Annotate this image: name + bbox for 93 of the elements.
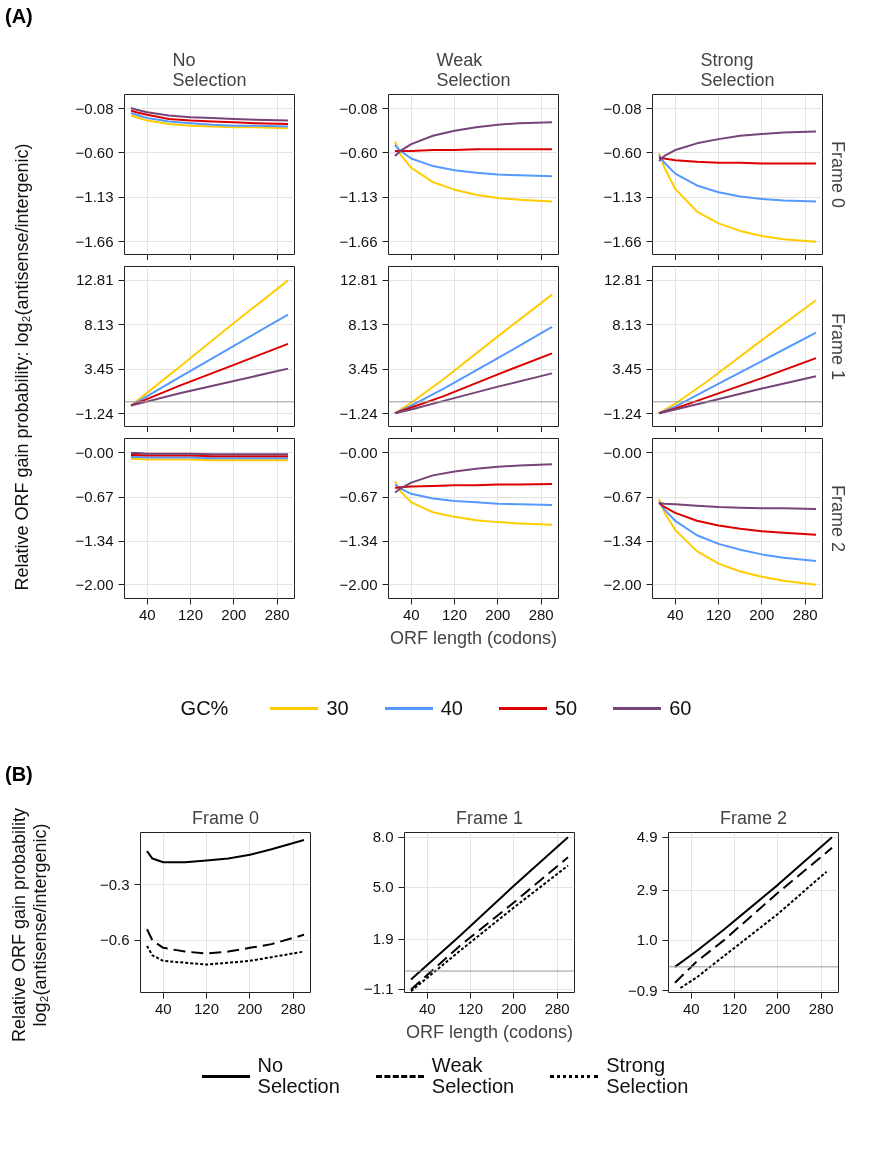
x-tick-label: 200 xyxy=(765,999,791,1017)
x-tick-label: 280 xyxy=(808,999,834,1017)
x-tick-label: 120 xyxy=(722,999,748,1017)
x-tick-label: 200 xyxy=(237,999,263,1017)
y-tick-label: 8.13 xyxy=(84,315,114,333)
y-tick-label: −0.67 xyxy=(603,488,642,506)
y-tick-label: 1.0 xyxy=(636,931,658,949)
y-tick-label: −2.00 xyxy=(75,575,114,593)
y-tick-label: −0.00 xyxy=(75,443,114,461)
y-tick-label: −1.13 xyxy=(75,188,114,206)
x-tick-label: 280 xyxy=(280,999,306,1017)
x-tick-label: 120 xyxy=(442,605,468,623)
text: (B) xyxy=(5,763,33,786)
legend-label: 60 xyxy=(669,697,692,719)
y-tick-label: −1.66 xyxy=(339,232,378,250)
x-tick-label: 200 xyxy=(749,605,775,623)
y-tick-label: 12.81 xyxy=(75,271,114,289)
x-tick-label: 40 xyxy=(666,605,684,623)
y-tick-label: −0.60 xyxy=(339,143,378,161)
x-tick-label: 120 xyxy=(458,999,484,1017)
y-tick-label: −1.24 xyxy=(75,404,114,422)
y-tick-label: −2.00 xyxy=(339,575,378,593)
y-tick-label: −0.67 xyxy=(75,488,114,506)
x-tick-label: 200 xyxy=(501,999,527,1017)
x-tick-label: 40 xyxy=(402,605,420,623)
y-tick-label: 8.13 xyxy=(348,315,378,333)
y-tick-label: −0.08 xyxy=(339,99,378,117)
y-tick-label: 12.81 xyxy=(603,271,642,289)
y-tick-label: −0.6 xyxy=(99,931,130,949)
y-tick-label: 2.9 xyxy=(636,881,658,899)
y-tick-label: −0.9 xyxy=(627,981,658,999)
y-tick-label: −1.24 xyxy=(603,404,642,422)
x-tick-label: 120 xyxy=(178,605,204,623)
x-tick-label: 40 xyxy=(418,999,436,1017)
y-tick-label: 3.45 xyxy=(612,360,642,378)
y-tick-label: 3.45 xyxy=(348,360,378,378)
legend-title: GC% xyxy=(180,697,229,720)
y-tick-label: 12.81 xyxy=(339,271,378,289)
chart-title: No Selection xyxy=(172,49,247,90)
y-tick-label: −0.00 xyxy=(603,443,642,461)
x-tick-label: 200 xyxy=(485,605,511,623)
chart-title: Strong Selection xyxy=(700,49,775,90)
x-tick-label: 280 xyxy=(544,999,570,1017)
y-tick-label: −1.66 xyxy=(603,232,642,250)
y-axis-title: Relative ORF gain probability log₂(antisense/intergenic) xyxy=(9,807,51,1043)
y-tick-label: 3.45 xyxy=(84,360,114,378)
y-tick-label: −0.60 xyxy=(75,143,114,161)
y-tick-label: −0.60 xyxy=(603,143,642,161)
y2-axis-title: Frame 2 xyxy=(827,484,848,553)
y-tick-label: −0.08 xyxy=(603,99,642,117)
y-tick-label: −2.00 xyxy=(603,575,642,593)
legend-label: 40 xyxy=(440,697,463,719)
legend-label: 30 xyxy=(326,697,349,719)
x-axis-title: ORF length (codons) xyxy=(389,627,558,648)
x-tick-label: 120 xyxy=(194,999,220,1017)
x-tick-label: 40 xyxy=(138,605,156,623)
x-tick-label: 200 xyxy=(221,605,247,623)
x-tick-label: 280 xyxy=(792,605,818,623)
y-axis-title: Relative ORF gain probability: log₂(antisense/intergenic) xyxy=(11,143,33,591)
chart-title: Frame 1 xyxy=(455,807,524,828)
x-axis-title: ORF length (codons) xyxy=(405,1021,574,1042)
y2-axis-title: Frame 0 xyxy=(827,140,848,209)
y-tick-label: 8.0 xyxy=(372,828,394,846)
chart-title: Weak Selection xyxy=(436,49,511,90)
x-tick-label: 40 xyxy=(154,999,172,1017)
y-tick-label: 4.9 xyxy=(636,828,658,846)
y-tick-label: −1.13 xyxy=(339,188,378,206)
y-tick-label: −1.1 xyxy=(363,980,394,998)
y-tick-label: −0.00 xyxy=(339,443,378,461)
x-tick-label: 280 xyxy=(264,605,290,623)
legend-label: Weak Selection xyxy=(431,1054,515,1097)
text: (A) xyxy=(5,5,33,28)
y-tick-label: −0.08 xyxy=(75,99,114,117)
y-tick-label: −0.67 xyxy=(339,488,378,506)
y-tick-label: −1.66 xyxy=(75,232,114,250)
x-tick-label: 280 xyxy=(528,605,554,623)
y-tick-label: 1.9 xyxy=(372,930,394,948)
y-tick-label: −1.34 xyxy=(339,532,378,550)
y-tick-label: −1.13 xyxy=(603,188,642,206)
y-tick-label: 8.13 xyxy=(612,315,642,333)
y-tick-label: 5.0 xyxy=(372,878,394,896)
y-tick-label: −0.3 xyxy=(99,875,130,893)
y-tick-label: −1.34 xyxy=(603,532,642,550)
legend-label: 50 xyxy=(554,697,578,719)
y-tick-label: −1.34 xyxy=(75,532,114,550)
legend-label: No Selection xyxy=(257,1054,340,1097)
legend-label: Strong Selection xyxy=(606,1054,689,1097)
y-tick-label: −1.24 xyxy=(339,404,378,422)
y2-axis-title: Frame 1 xyxy=(827,312,848,381)
x-tick-label: 40 xyxy=(682,999,700,1017)
x-tick-label: 120 xyxy=(706,605,732,623)
chart-title: Frame 0 xyxy=(191,807,260,828)
chart-title: Frame 2 xyxy=(719,807,788,828)
